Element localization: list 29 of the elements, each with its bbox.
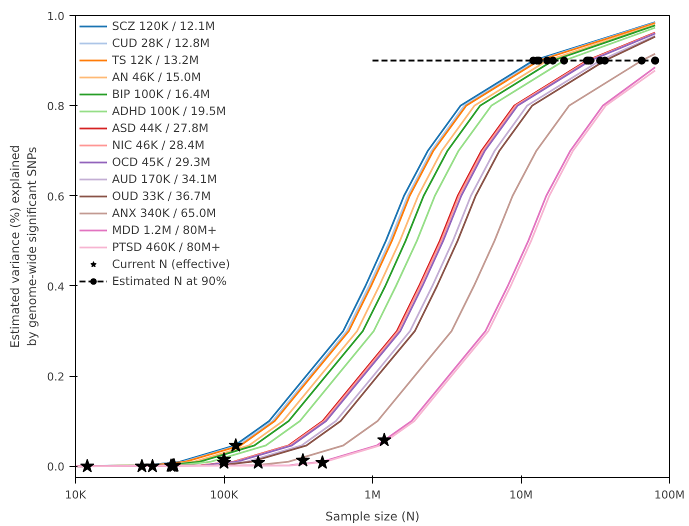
x-axis-title: Sample size (N) — [325, 510, 420, 524]
x-tick-label: 10M — [509, 488, 533, 502]
y-axis-title: Estimated variance (%) explained by genome-wide significant SNPs — [8, 144, 40, 348]
x-tick-label: 100K — [210, 488, 239, 502]
y-tick-label: 0.0 — [47, 460, 65, 474]
legend-label: BIP 100K / 16.4M — [112, 87, 210, 101]
x-tick-label: 100M — [654, 488, 685, 502]
legend-label: ADHD 100K / 19.5M — [112, 104, 226, 118]
x-tick-label: 10K — [64, 488, 87, 502]
legend-label: ANX 340K / 65.0M — [112, 206, 216, 220]
legend-label: ASD 44K / 27.8M — [112, 121, 209, 135]
y-tick-label: 0.4 — [47, 280, 65, 294]
legend-label: AUD 170K / 34.1M — [112, 172, 217, 186]
y-tick-label: 0.8 — [47, 100, 65, 114]
legend-label: Estimated N at 90% — [112, 274, 227, 288]
legend-label: SCZ 120K / 12.1M — [112, 19, 216, 33]
legend-label: MDD 1.2M / 80M+ — [112, 223, 217, 237]
legend-label: NIC 46K / 28.4M — [112, 138, 205, 152]
legend-label: PTSD 460K / 80M+ — [112, 240, 221, 254]
legend-label: OUD 33K / 36.7M — [112, 189, 211, 203]
y-tick-label: 1.0 — [47, 10, 65, 23]
legend-label: Current N (effective) — [112, 257, 230, 271]
legend-label: TS 12K / 13.2M — [112, 53, 199, 67]
y-tick-label: 0.2 — [47, 370, 65, 384]
x-tick-label: 1M — [364, 488, 381, 502]
y-tick-label: 0.6 — [47, 190, 65, 204]
legend-label: AN 46K / 15.0M — [112, 70, 202, 84]
legend-label: OCD 45K / 29.3M — [112, 155, 210, 169]
legend-label: CUD 28K / 12.8M — [112, 36, 210, 50]
